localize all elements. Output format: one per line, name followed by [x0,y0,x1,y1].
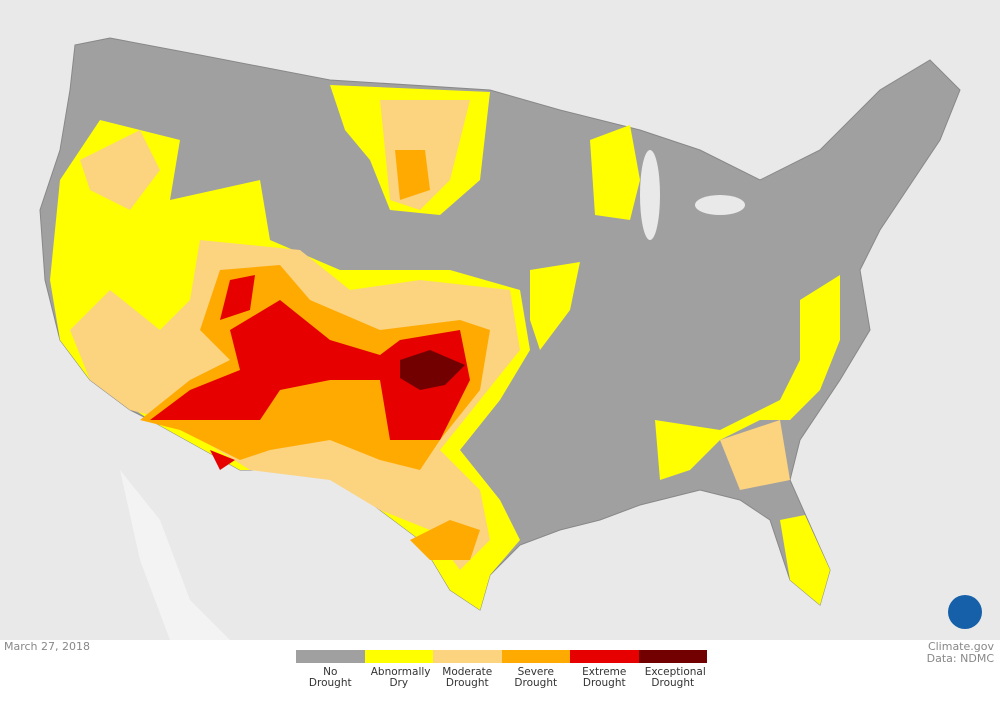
drought-area [395,150,430,200]
legend-swatch [570,650,639,663]
drought-area [780,515,830,605]
legend-swatch [501,650,570,663]
legend-label: Moderate Drought [442,666,493,689]
drought-map [0,0,1000,640]
legend-label: Exceptional Drought [644,666,706,689]
legend-item: Abnormally Dry [364,650,433,689]
drought-area [590,125,640,220]
noaa-logo [948,595,982,629]
legend-swatch [433,650,502,663]
date: March 27, 2018 [4,640,91,653]
drought-area [410,520,480,560]
source: Data: NDMC [926,652,994,665]
legend-label: Extreme Drought [582,666,627,689]
legend-item: Extreme Drought [570,650,639,689]
legend-item: Exceptional Drought [638,650,707,689]
legend-label: Severe Drought [514,666,558,689]
lake [695,195,745,215]
legend: No Drought Abnormally Dry Moderate Drought… [296,650,707,689]
legend-swatch [364,650,433,663]
baja [120,470,230,640]
legend-label: Abnormally Dry [370,666,431,689]
legend-item: Moderate Drought [433,650,502,689]
drought-area [720,420,790,490]
legend-swatch [296,650,365,663]
drought-area [220,275,255,320]
legend-item: Severe Drought [501,650,570,689]
drought-area [400,350,465,390]
drought-areas [50,85,840,610]
legend-swatch [638,650,707,663]
credit: Climate.gov [927,640,994,653]
drought-area [210,450,235,470]
drought-area [530,262,580,350]
drought-area [150,300,470,440]
drought-area [80,130,160,210]
legend-item: No Drought [296,650,365,689]
lake [640,150,660,240]
legend-label: No Drought [308,666,352,689]
drought-area [655,275,840,480]
